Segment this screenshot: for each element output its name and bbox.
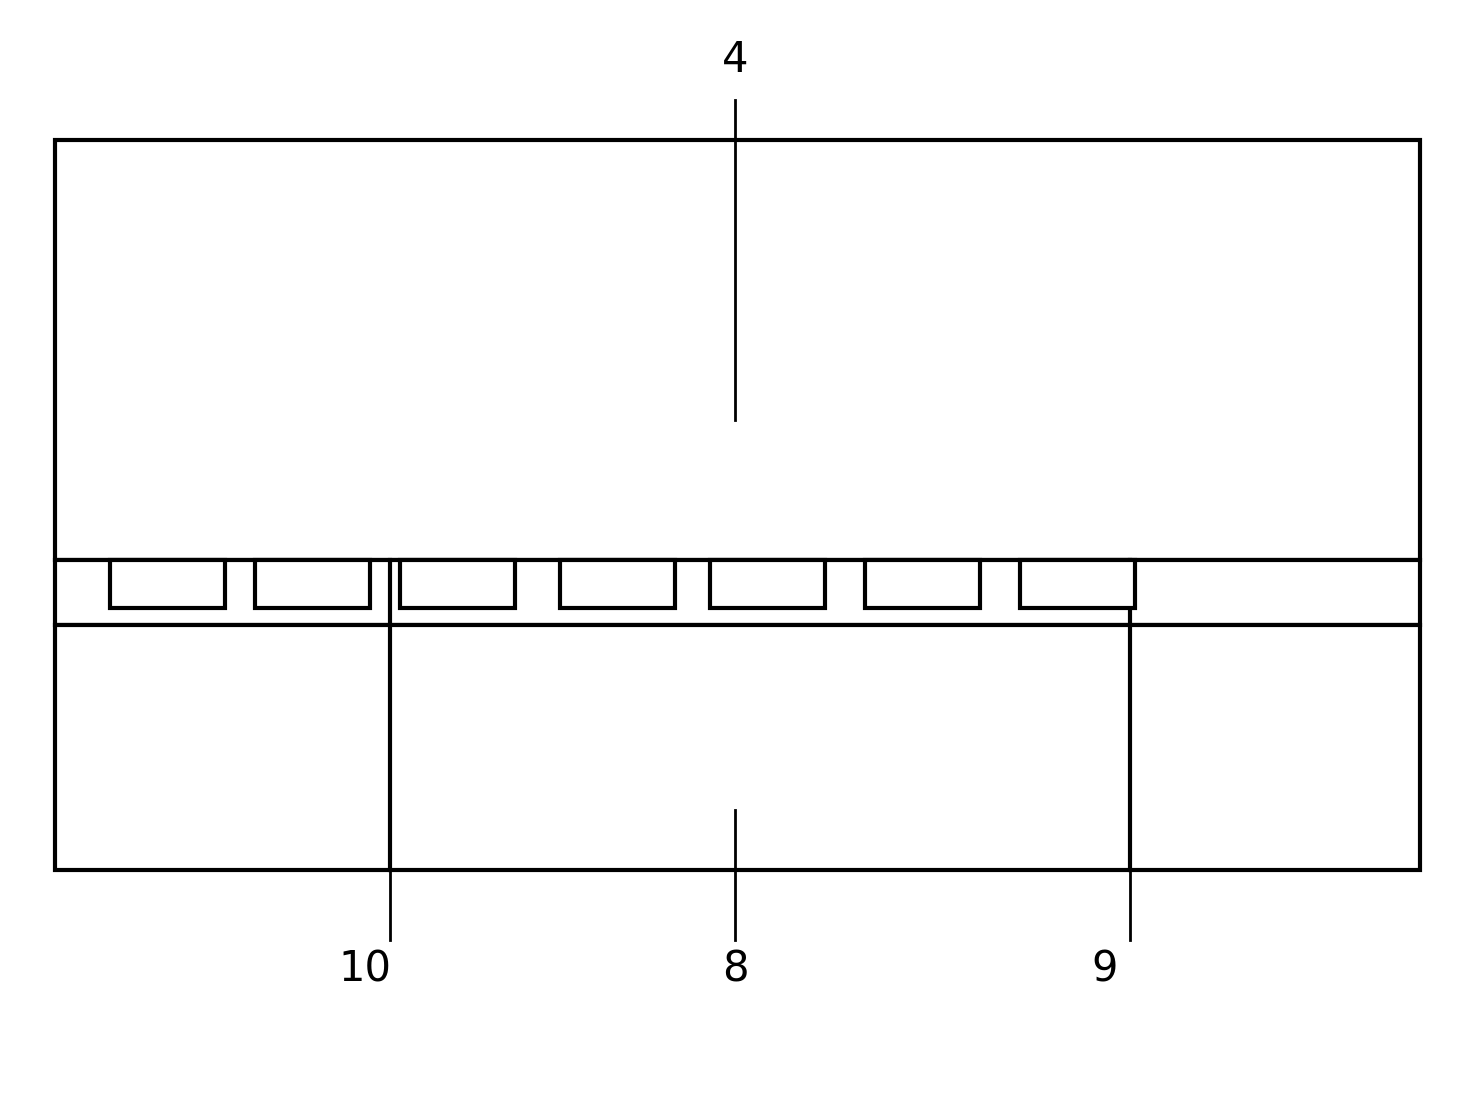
Text: 8: 8 (721, 949, 748, 991)
Bar (255, 560, 369, 608)
Text: 4: 4 (721, 39, 748, 81)
Bar (866, 560, 980, 608)
Bar (54, 560, 1420, 625)
Text: 10: 10 (339, 949, 392, 991)
Bar (1020, 560, 1135, 608)
Bar (110, 560, 225, 608)
Text: 9: 9 (1092, 949, 1119, 991)
Bar (54, 140, 1420, 560)
Bar (710, 560, 824, 608)
Bar (54, 625, 1420, 870)
Bar (559, 560, 676, 608)
Bar (400, 560, 515, 608)
